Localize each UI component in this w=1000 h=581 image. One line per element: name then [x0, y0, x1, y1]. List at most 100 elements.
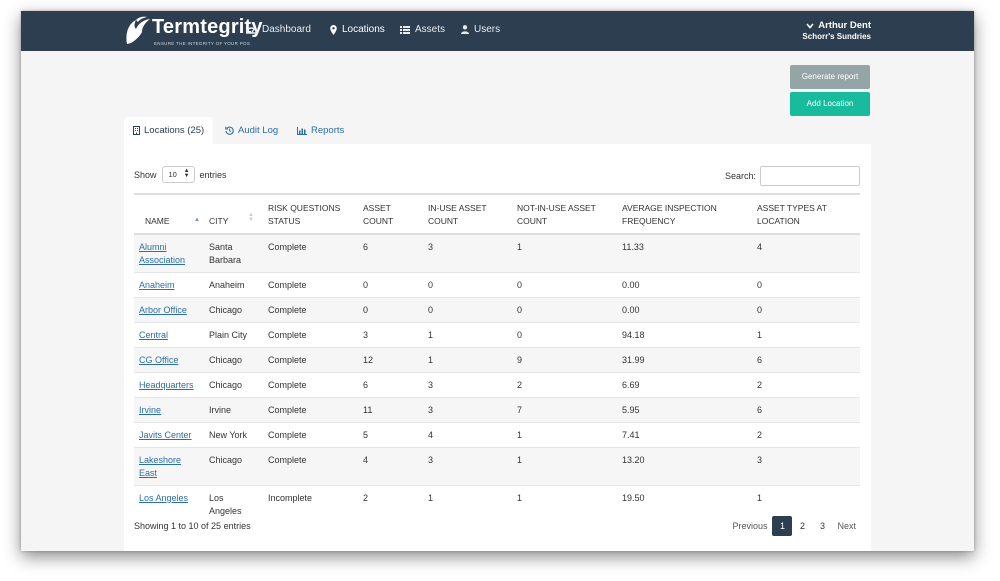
location-link[interactable]: Anaheim — [139, 280, 175, 290]
cell-asset-count: 12 — [358, 347, 423, 373]
cell-asset-count: 2 — [358, 485, 423, 523]
brand-logo[interactable]: Termtegrity ENSURE THE INTEGRITY OF YOUR… — [123, 14, 263, 48]
cell-in-use-count: 0 — [423, 272, 512, 298]
tab-audit-log[interactable]: Audit Log — [216, 117, 287, 144]
location-link[interactable]: Lakeshore East — [139, 455, 182, 478]
select-arrows-icon: ▲ ▼ — [183, 168, 190, 179]
table-info: Showing 1 to 10 of 25 entries — [134, 521, 251, 531]
cell-in-use-count: 0 — [423, 297, 512, 323]
cell-name: Alumni Association — [134, 233, 204, 273]
location-link[interactable]: CG Office — [139, 355, 179, 365]
column-header-not-in-use-count[interactable]: NOT-IN-USE ASSET COUNT — [512, 193, 617, 235]
cell-asset-types: 1 — [752, 485, 860, 523]
entries-length-control: Show 10 ▲ ▼ entries — [134, 166, 227, 183]
cell-avg-inspection: 7.41 — [617, 422, 752, 448]
pagination-page-1[interactable]: 1 — [772, 516, 793, 536]
cell-asset-count: 6 — [358, 372, 423, 398]
bar-chart-icon — [297, 126, 307, 135]
location-link[interactable]: Los Angeles — [139, 493, 189, 503]
eagle-logo-icon — [126, 16, 150, 44]
cell-asset-types: 6 — [752, 347, 860, 373]
entries-select-value: 10 — [168, 170, 177, 179]
locations-panel: Show 10 ▲ ▼ entries Search: NAME ▲ CITY ▲ ▼ … — [124, 144, 871, 551]
location-link[interactable]: Arbor Office — [139, 305, 187, 315]
cell-city: Chicago — [204, 347, 258, 373]
add-location-button[interactable]: Add Location — [790, 92, 870, 116]
pagination-previous[interactable]: Previous — [732, 521, 768, 531]
tab-locations[interactable]: Locations (25) — [124, 117, 214, 144]
location-link[interactable]: Alumni Association — [139, 242, 186, 265]
user-icon — [461, 25, 469, 34]
location-link[interactable]: Central — [139, 330, 169, 340]
sort-icon: ▲ ▼ — [248, 212, 254, 223]
cell-in-use-count: 1 — [423, 485, 512, 523]
table-row: Central Plain City Complete 3 1 0 94.18 1 — [134, 322, 860, 348]
table-row: Headquarters Chicago Complete 6 3 2 6.69 2 — [134, 372, 860, 398]
cell-in-use-count: 4 — [423, 422, 512, 448]
column-header-asset-count[interactable]: ASSET COUNT — [358, 193, 423, 235]
cell-in-use-count: 1 — [423, 347, 512, 373]
entries-select[interactable]: 10 ▲ ▼ — [161, 166, 195, 183]
cell-asset-count: 6 — [358, 233, 423, 273]
map-marker-icon — [330, 24, 337, 35]
cell-avg-inspection: 13.20 — [617, 447, 752, 486]
cell-city: Chicago — [204, 297, 258, 323]
cell-in-use-count: 3 — [423, 397, 512, 423]
pagination-page-3[interactable]: 3 — [819, 521, 825, 531]
cell-risk-status: Incomplete — [258, 485, 358, 523]
cell-name: Headquarters — [134, 372, 204, 398]
location-link[interactable]: Headquarters — [139, 380, 194, 390]
cell-name: Lakeshore East — [134, 447, 204, 486]
column-header-in-use-count[interactable]: IN-USE ASSET COUNT — [423, 193, 512, 235]
column-header-avg-inspection[interactable]: AVERAGE INSPECTION FREQUENCY — [617, 193, 752, 235]
table-row: Los Angeles Los Angeles Incomplete 2 1 1 19.50… — [134, 485, 860, 523]
app-window: Termtegrity ENSURE THE INTEGRITY OF YOUR… — [21, 11, 974, 551]
tab-bar: Locations (25) Audit Log Reports — [124, 117, 871, 144]
brand-name: Termtegrity — [152, 16, 263, 38]
cell-risk-status: Complete — [258, 447, 358, 486]
chevron-down-icon — [806, 22, 814, 29]
brand-tagline: ENSURE THE INTEGRITY OF YOUR POS — [154, 41, 251, 46]
user-organization: Schorr's Sundries — [802, 32, 871, 41]
table-body: Alumni Association Santa Barbara Complete 6… — [134, 233, 860, 523]
cell-asset-types: 2 — [752, 372, 860, 398]
cell-city: Anaheim — [204, 272, 258, 298]
cell-avg-inspection: 31.99 — [617, 347, 752, 373]
generate-report-button[interactable]: Generate report — [790, 65, 870, 89]
cell-city: Santa Barbara — [204, 233, 258, 273]
cell-risk-status: Complete — [258, 347, 358, 373]
top-navbar: Termtegrity ENSURE THE INTEGRITY OF YOUR… — [21, 11, 974, 51]
sort-ascending-icon: ▲ — [194, 217, 200, 223]
location-link[interactable]: Javits Center — [139, 430, 192, 440]
cell-avg-inspection: 0.00 — [617, 272, 752, 298]
nav-assets[interactable]: Assets — [400, 24, 445, 35]
cell-risk-status: Complete — [258, 297, 358, 323]
column-header-risk-status[interactable]: RISK QUESTIONS STATUS — [258, 193, 358, 235]
location-link[interactable]: Irvine — [139, 405, 162, 415]
show-label: Show — [134, 169, 157, 180]
nav-locations[interactable]: Locations — [330, 24, 385, 35]
column-header-asset-types[interactable]: ASSET TYPES AT LOCATION — [752, 193, 860, 235]
column-header-name[interactable]: NAME ▲ — [134, 193, 204, 235]
cell-risk-status: Complete — [258, 422, 358, 448]
column-header-city[interactable]: CITY ▲ ▼ — [204, 193, 258, 235]
cell-risk-status: Complete — [258, 322, 358, 348]
cell-city: Los Angeles — [204, 485, 258, 523]
cell-asset-count: 0 — [358, 297, 423, 323]
nav-dashboard[interactable]: Dashboard — [246, 24, 311, 35]
cell-city: Irvine — [204, 397, 258, 423]
cell-asset-types: 1 — [752, 322, 860, 348]
cell-avg-inspection: 5.95 — [617, 397, 752, 423]
cell-in-use-count: 1 — [423, 322, 512, 348]
search-input[interactable] — [760, 166, 860, 186]
pagination-page-2[interactable]: 2 — [799, 521, 805, 531]
cell-asset-count: 3 — [358, 322, 423, 348]
cell-city: Plain City — [204, 322, 258, 348]
user-menu[interactable]: Arthur Dent Schorr's Sundries — [802, 20, 871, 41]
nav-locations-label: Locations — [342, 24, 385, 35]
nav-users[interactable]: Users — [461, 24, 500, 35]
tab-audit-log-label: Audit Log — [238, 125, 279, 136]
user-name: Arthur Dent — [818, 20, 871, 31]
tab-reports[interactable]: Reports — [288, 117, 353, 144]
pagination-next[interactable]: Next — [837, 521, 856, 531]
